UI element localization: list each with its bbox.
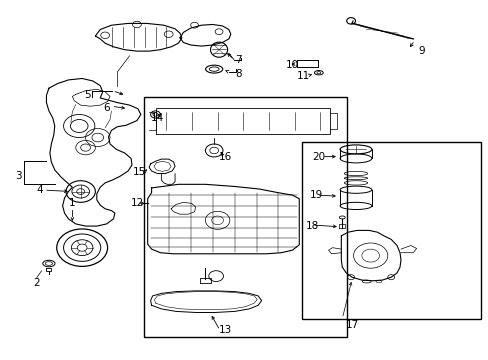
Text: 14: 14 (150, 113, 164, 123)
Text: 13: 13 (218, 325, 231, 336)
Text: 20: 20 (312, 152, 325, 162)
Text: 18: 18 (305, 221, 318, 231)
Bar (144, 97, 346, 337)
Text: 1: 1 (69, 198, 76, 208)
Text: 11: 11 (296, 71, 310, 81)
Text: 17: 17 (345, 320, 358, 330)
Text: 12: 12 (131, 198, 144, 208)
Text: 2: 2 (33, 278, 40, 288)
Text: 16: 16 (219, 152, 232, 162)
Text: 10: 10 (285, 60, 298, 70)
Text: 5: 5 (83, 90, 90, 100)
Text: 19: 19 (309, 190, 323, 200)
Text: 8: 8 (235, 69, 242, 79)
Bar (302, 142, 480, 319)
Text: 7: 7 (235, 55, 242, 66)
Text: 6: 6 (103, 103, 110, 113)
Text: 4: 4 (37, 185, 43, 195)
Text: 9: 9 (417, 46, 424, 56)
Text: 3: 3 (15, 171, 22, 181)
Text: 15: 15 (132, 167, 146, 177)
